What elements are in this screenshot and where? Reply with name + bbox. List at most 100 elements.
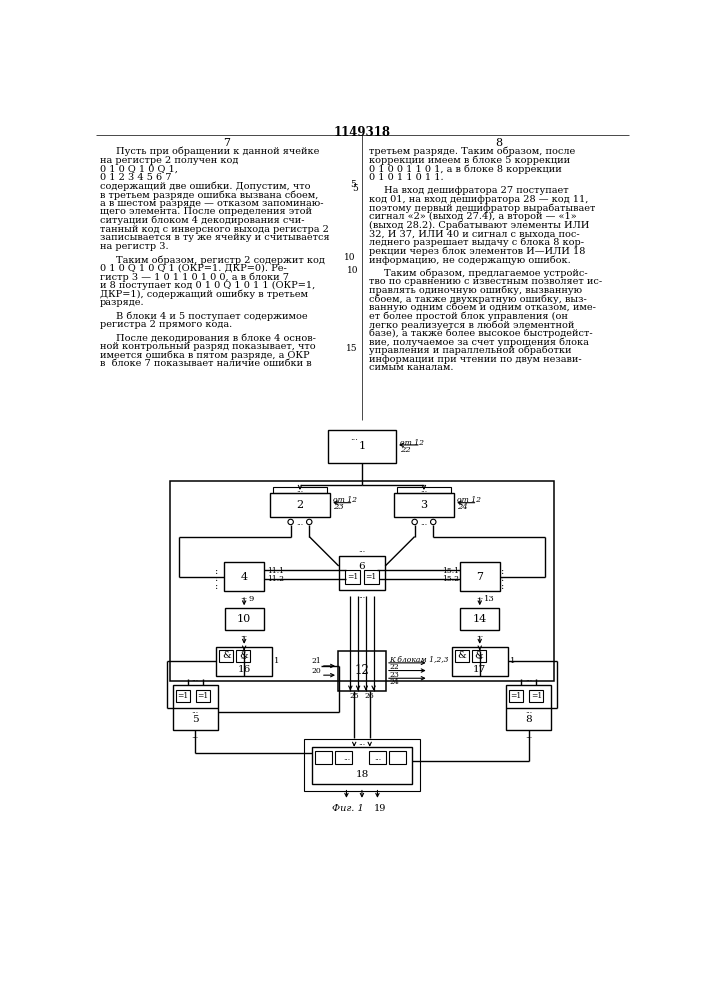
- Text: 5: 5: [192, 715, 199, 724]
- Text: 0 1 2 3 4 5 6 7: 0 1 2 3 4 5 6 7: [100, 173, 172, 182]
- Text: легко реализуется в любой элементной: легко реализуется в любой элементной: [369, 320, 574, 330]
- Text: В блоки 4 и 5 поступает содержимое: В блоки 4 и 5 поступает содержимое: [115, 311, 307, 321]
- Text: 32, И 37, ИЛИ 40 и сигнал с выхода пос-: 32, И 37, ИЛИ 40 и сигнал с выхода пос-: [369, 229, 580, 238]
- Text: коррекции имеем в блоке 5 коррекции: коррекции имеем в блоке 5 коррекции: [369, 156, 570, 165]
- Bar: [389, 751, 406, 764]
- Text: 6: 6: [358, 562, 366, 571]
- Text: 12: 12: [355, 664, 369, 677]
- Text: 22: 22: [400, 446, 411, 454]
- Text: &: &: [474, 651, 484, 660]
- Text: ...: ...: [358, 592, 366, 600]
- Text: 23: 23: [389, 671, 399, 679]
- Text: ...: ...: [525, 675, 532, 683]
- Bar: [315, 751, 332, 764]
- Text: записывается в ту же ячейку и считывается: записывается в ту же ячейку и считываетс…: [100, 233, 329, 242]
- Bar: [460, 608, 499, 630]
- Text: 18: 18: [356, 770, 368, 779]
- Text: ...: ...: [525, 707, 532, 715]
- Text: ной контрольный разряд показывает, что: ной контрольный разряд показывает, что: [100, 342, 315, 351]
- Text: леднего разрешает выдачу с блока 8 кор-: леднего разрешает выдачу с блока 8 кор-: [369, 238, 584, 247]
- Text: :: :: [501, 567, 505, 576]
- Text: 17: 17: [473, 665, 486, 674]
- Text: =1: =1: [197, 692, 209, 700]
- Bar: [176, 690, 190, 702]
- Bar: [455, 650, 469, 662]
- Text: ...: ...: [374, 754, 381, 762]
- Text: информации при чтении по двум незави-: информации при чтении по двум незави-: [369, 355, 582, 364]
- Text: ванную одним сбоем и одним отказом, име-: ванную одним сбоем и одним отказом, име-: [369, 303, 596, 312]
- Bar: [506, 685, 551, 730]
- Text: разряде.: разряде.: [100, 298, 145, 307]
- Text: вие, получаемое за счет упрощения блока: вие, получаемое за счет упрощения блока: [369, 337, 589, 347]
- Text: от 12: от 12: [457, 496, 481, 504]
- Bar: [273, 487, 327, 493]
- Text: 16: 16: [238, 665, 251, 674]
- Bar: [170, 481, 554, 681]
- Bar: [338, 651, 386, 691]
- Text: 3: 3: [421, 500, 428, 510]
- Bar: [335, 751, 352, 764]
- Text: 10: 10: [344, 253, 356, 262]
- Text: 0 1 0 1 1 0 1 1.: 0 1 0 1 1 0 1 1.: [369, 173, 443, 182]
- Text: сигнал «2» (выход 27.4), а второй — «1»: сигнал «2» (выход 27.4), а второй — «1»: [369, 212, 576, 221]
- Text: 13: 13: [484, 595, 494, 603]
- Text: ...: ...: [421, 486, 428, 494]
- Text: &: &: [457, 651, 467, 660]
- Text: информацию, не содержащую ошибок.: информацию, не содержащую ошибок.: [369, 255, 571, 265]
- Text: ...: ...: [296, 519, 303, 527]
- Text: ...: ...: [343, 786, 350, 794]
- Text: ...: ...: [240, 593, 247, 601]
- Text: поэтому первый дешифратор вырабатывает: поэтому первый дешифратор вырабатывает: [369, 203, 595, 213]
- Text: ...: ...: [192, 675, 199, 683]
- Text: 15.2: 15.2: [443, 575, 460, 583]
- Text: :: :: [501, 582, 505, 591]
- Text: ДКР=1), содержащий ошибку в третьем: ДКР=1), содержащий ошибку в третьем: [100, 290, 308, 299]
- Text: =1: =1: [347, 573, 358, 581]
- Text: в  блоке 7 показывает наличие ошибки в: в блоке 7 показывает наличие ошибки в: [100, 359, 312, 368]
- Text: и 8 поступает код 0 1 0 Ԛ 1 0 1 1 (ОКР=1,: и 8 поступает код 0 1 0 Ԛ 1 0 1 1 (ОКР=1…: [100, 281, 315, 290]
- Text: К блокам 1,2,3: К блокам 1,2,3: [389, 655, 448, 663]
- Text: =1: =1: [510, 692, 522, 700]
- Text: на регистре 2 получен код: на регистре 2 получен код: [100, 156, 238, 165]
- Text: 10: 10: [346, 266, 358, 275]
- Text: сбоем, а также двухкратную ошибку, выз-: сбоем, а также двухкратную ошибку, выз-: [369, 294, 587, 304]
- Text: рекции через блок элементов И—ИЛИ 18: рекции через блок элементов И—ИЛИ 18: [369, 246, 585, 256]
- Text: 20: 20: [311, 667, 321, 675]
- Text: &: &: [222, 651, 230, 660]
- Text: :: :: [215, 567, 218, 576]
- Bar: [312, 747, 412, 784]
- Text: ...: ...: [477, 631, 484, 639]
- Bar: [363, 570, 379, 584]
- Text: ...: ...: [477, 653, 483, 661]
- Text: 19: 19: [373, 804, 386, 813]
- Text: базе), а также более высокое быстродейст-: базе), а также более высокое быстродейст…: [369, 329, 592, 338]
- Text: 23: 23: [333, 503, 344, 511]
- Bar: [339, 556, 385, 590]
- Text: имеется ошибка в пятом разряде, а ОКР: имеется ошибка в пятом разряде, а ОКР: [100, 351, 310, 360]
- Text: ...: ...: [192, 732, 199, 740]
- Text: :: :: [215, 582, 218, 591]
- Text: 21: 21: [311, 657, 321, 665]
- Bar: [460, 562, 500, 591]
- Text: тво по сравнению с известным позволяет ис-: тво по сравнению с известным позволяет и…: [369, 277, 602, 286]
- Text: ...: ...: [296, 486, 303, 494]
- Text: ...: ...: [358, 546, 366, 554]
- Text: Таким образом, предлагаемое устройс-: Таким образом, предлагаемое устройс-: [385, 268, 588, 278]
- Bar: [216, 647, 272, 676]
- Text: ...: ...: [358, 739, 366, 747]
- Text: содержащий две ошибки. Допустим, что: содержащий две ошибки. Допустим, что: [100, 181, 310, 191]
- Text: =1: =1: [177, 692, 189, 700]
- Text: 14: 14: [472, 614, 487, 624]
- Text: 5: 5: [350, 180, 356, 189]
- Text: ет более простой блок управления (он: ет более простой блок управления (он: [369, 311, 568, 321]
- Text: 15.1: 15.1: [443, 567, 460, 575]
- Text: третьем разряде. Таким образом, после: третьем разряде. Таким образом, после: [369, 147, 575, 156]
- Text: Пусть при обращении к данной ячейке: Пусть при обращении к данной ячейке: [115, 147, 319, 156]
- Text: 25: 25: [349, 692, 359, 700]
- Text: (выход 28.2). Срабатывают элементы ИЛИ: (выход 28.2). Срабатывают элементы ИЛИ: [369, 221, 590, 230]
- Bar: [196, 690, 210, 702]
- Bar: [328, 430, 396, 463]
- Bar: [270, 493, 330, 517]
- Text: Фиг. 1: Фиг. 1: [332, 804, 364, 813]
- Bar: [304, 739, 420, 791]
